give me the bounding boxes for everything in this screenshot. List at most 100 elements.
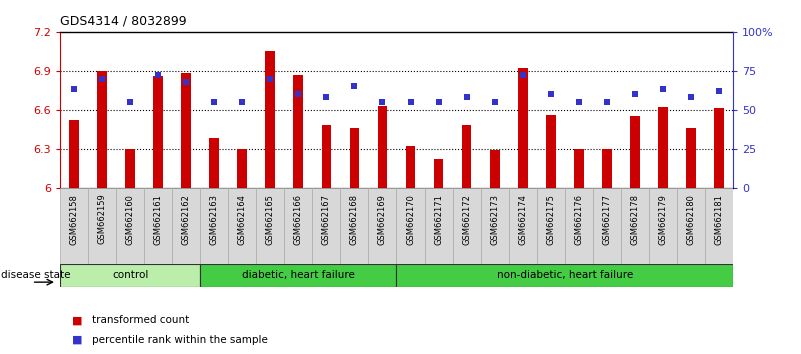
- Bar: [284, 188, 312, 264]
- Text: GSM662173: GSM662173: [490, 194, 499, 245]
- Point: [320, 95, 333, 100]
- Text: GSM662174: GSM662174: [518, 194, 527, 245]
- Point: [657, 87, 670, 92]
- Bar: [677, 188, 705, 264]
- Bar: [433, 159, 444, 188]
- Bar: [60, 188, 88, 264]
- Bar: [209, 138, 219, 188]
- Bar: [144, 188, 172, 264]
- Bar: [714, 108, 724, 188]
- Bar: [593, 188, 621, 264]
- Point: [235, 99, 248, 105]
- Bar: [658, 107, 668, 188]
- Point: [376, 99, 389, 105]
- Text: GSM662179: GSM662179: [658, 194, 667, 245]
- Text: GSM662158: GSM662158: [70, 194, 78, 245]
- Text: GSM662181: GSM662181: [714, 194, 723, 245]
- Bar: [537, 188, 565, 264]
- Bar: [489, 150, 500, 188]
- Bar: [312, 188, 340, 264]
- Point: [460, 95, 473, 100]
- Bar: [630, 116, 640, 188]
- Text: GSM662168: GSM662168: [350, 194, 359, 245]
- Text: GSM662178: GSM662178: [630, 194, 639, 245]
- Text: diabetic, heart failure: diabetic, heart failure: [242, 270, 355, 280]
- Point: [151, 73, 165, 78]
- Bar: [265, 51, 276, 188]
- Bar: [69, 120, 79, 188]
- Bar: [228, 188, 256, 264]
- Point: [628, 91, 641, 97]
- Text: GSM662167: GSM662167: [322, 194, 331, 245]
- Text: GSM662169: GSM662169: [378, 194, 387, 245]
- Bar: [396, 264, 733, 287]
- Text: GSM662175: GSM662175: [546, 194, 555, 245]
- Bar: [461, 125, 472, 188]
- Text: GSM662172: GSM662172: [462, 194, 471, 245]
- Bar: [574, 149, 584, 188]
- Point: [292, 91, 304, 97]
- Bar: [425, 188, 453, 264]
- Text: non-diabetic, heart failure: non-diabetic, heart failure: [497, 270, 633, 280]
- Text: GSM662159: GSM662159: [98, 194, 107, 245]
- Bar: [686, 128, 696, 188]
- Bar: [377, 106, 388, 188]
- Text: disease state: disease state: [1, 270, 70, 280]
- Text: GSM662163: GSM662163: [210, 194, 219, 245]
- Bar: [172, 188, 200, 264]
- Text: control: control: [112, 270, 148, 280]
- Text: GSM662165: GSM662165: [266, 194, 275, 245]
- Bar: [481, 188, 509, 264]
- Bar: [256, 188, 284, 264]
- Point: [572, 99, 585, 105]
- Text: transformed count: transformed count: [92, 315, 189, 325]
- Text: ■: ■: [72, 315, 83, 325]
- Point: [405, 99, 417, 105]
- Bar: [545, 115, 556, 188]
- Text: GSM662161: GSM662161: [154, 194, 163, 245]
- Bar: [509, 188, 537, 264]
- Text: GSM662180: GSM662180: [686, 194, 695, 245]
- Bar: [116, 188, 144, 264]
- Point: [123, 99, 136, 105]
- Text: GSM662162: GSM662162: [182, 194, 191, 245]
- Bar: [237, 149, 248, 188]
- Point: [67, 87, 80, 92]
- Point: [179, 79, 193, 85]
- Text: GSM662171: GSM662171: [434, 194, 443, 245]
- Bar: [621, 188, 649, 264]
- Text: GSM662170: GSM662170: [406, 194, 415, 245]
- Bar: [200, 264, 396, 287]
- Text: GSM662160: GSM662160: [126, 194, 135, 245]
- Bar: [705, 188, 733, 264]
- Text: GSM662176: GSM662176: [574, 194, 583, 245]
- Bar: [125, 149, 135, 188]
- Bar: [88, 188, 116, 264]
- Point: [545, 91, 557, 97]
- Bar: [565, 188, 593, 264]
- Text: percentile rank within the sample: percentile rank within the sample: [92, 335, 268, 345]
- Text: GSM662164: GSM662164: [238, 194, 247, 245]
- Point: [488, 99, 501, 105]
- Text: GSM662166: GSM662166: [294, 194, 303, 245]
- Point: [713, 88, 726, 94]
- Point: [601, 99, 614, 105]
- Bar: [97, 71, 107, 188]
- Bar: [517, 68, 528, 188]
- Bar: [368, 188, 396, 264]
- Bar: [602, 149, 612, 188]
- Point: [208, 99, 221, 105]
- Bar: [405, 146, 416, 188]
- Text: ■: ■: [72, 335, 83, 345]
- Bar: [321, 125, 332, 188]
- Bar: [649, 188, 677, 264]
- Point: [96, 76, 109, 81]
- Bar: [340, 188, 368, 264]
- Point: [348, 84, 360, 89]
- Text: GDS4314 / 8032899: GDS4314 / 8032899: [60, 14, 187, 27]
- Point: [433, 99, 445, 105]
- Bar: [396, 188, 425, 264]
- Bar: [181, 73, 191, 188]
- Point: [684, 95, 697, 100]
- Point: [517, 73, 529, 78]
